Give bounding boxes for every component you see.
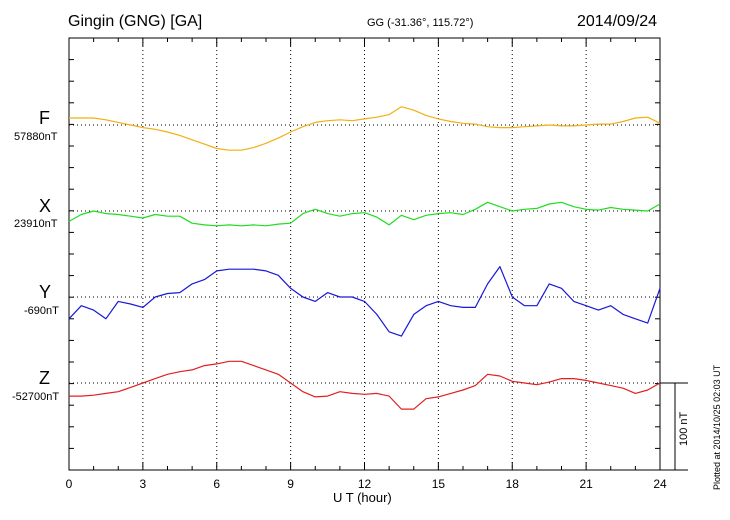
component-label-y: Y <box>39 282 52 302</box>
x-tick-label: 24 <box>653 477 667 491</box>
component-baseline-y: -690nT <box>24 305 59 317</box>
component-baseline-z: -52700nT <box>12 391 60 403</box>
x-tick-label: 12 <box>358 477 372 491</box>
series-line-f <box>69 106 661 151</box>
x-axis-label: U T (hour) <box>333 490 392 505</box>
component-label-x: X <box>39 196 52 216</box>
x-tick-label: 3 <box>140 477 147 491</box>
series-line-z <box>69 360 661 410</box>
component-baseline-f: 57880nT <box>14 131 58 143</box>
plotted-timestamp: Plotted at 2014/10/25 02:03 UT <box>712 364 722 490</box>
station-title: Gingin (GNG) [GA] <box>68 13 203 30</box>
chart-date: 2014/09/24 <box>577 13 658 30</box>
x-tick-label: 18 <box>506 477 520 491</box>
x-tick-label: 21 <box>579 477 593 491</box>
station-coordinates: GG (-31.36°, 115.72°) <box>367 17 474 29</box>
x-tick-label: 9 <box>287 477 294 491</box>
series-line-y <box>68 266 661 337</box>
component-baseline-x: 23910nT <box>14 218 58 230</box>
x-tick-label: 0 <box>66 477 73 491</box>
x-tick-label: 15 <box>432 477 446 491</box>
series-line-x <box>68 201 661 227</box>
component-label-f: F <box>39 108 50 128</box>
x-tick-label: 6 <box>213 477 220 491</box>
component-label-z: Z <box>39 368 50 388</box>
scale-bar-label: 100 nT <box>678 411 690 446</box>
